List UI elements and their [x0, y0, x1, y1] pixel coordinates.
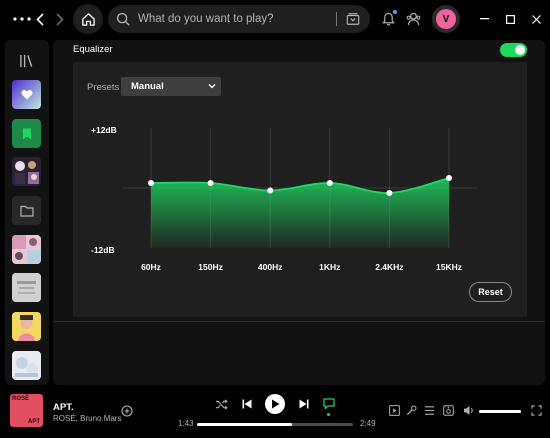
freq-label: 400Hz [257, 262, 283, 272]
play-icon [271, 399, 279, 409]
equalizer-panel: Presets Manual +12dB -12dB 60Hz 150Hz 400H… [73, 62, 527, 317]
db-max-label: +12dB [91, 125, 117, 135]
cover-text-top: ROSÉ [12, 396, 30, 402]
equalizer-label: Equalizer [73, 44, 113, 55]
active-indicator-dot [327, 413, 330, 416]
volume-fill [479, 410, 521, 413]
toggle-knob [515, 45, 525, 55]
search-divider [336, 12, 337, 26]
presets-label: Presets [87, 82, 120, 93]
next-track-icon[interactable] [297, 397, 311, 411]
playlist-cover-5[interactable] [12, 351, 41, 380]
track-title[interactable]: APT. [53, 402, 74, 413]
freq-label: 1KHz [319, 262, 341, 272]
elapsed-time: 1:43 [178, 419, 194, 428]
avatar: V [436, 9, 456, 29]
notification-dot [393, 10, 397, 14]
minimize-icon[interactable] [476, 11, 492, 27]
search-input[interactable] [138, 13, 328, 25]
eq-band-handle-150Hz[interactable] [207, 180, 214, 186]
playlist-cover-art [12, 312, 41, 341]
forward-arrow-icon[interactable] [52, 10, 68, 28]
folder-icon [19, 205, 34, 217]
bell-icon[interactable] [380, 11, 396, 27]
browse-icon [346, 13, 360, 25]
home-icon [81, 12, 95, 26]
back-arrow-icon[interactable] [32, 10, 48, 28]
cover-text-bottom: APT [28, 419, 40, 425]
playlist-cover-art [12, 235, 41, 264]
freq-label: 150Hz [198, 262, 223, 272]
lyrics-icon[interactable] [322, 397, 336, 411]
progress-bar[interactable] [197, 423, 353, 426]
eq-band-handle-2.4KHz[interactable] [386, 190, 393, 196]
playlist-cover-art [12, 157, 41, 186]
divider [53, 321, 545, 322]
now-playing-cover[interactable]: ROSÉ APT [10, 394, 43, 427]
track-artist[interactable]: ROSÉ, Bruno Mars [53, 414, 122, 423]
freq-label: 15KHz [436, 262, 462, 272]
eq-curve-fill [151, 178, 449, 248]
folder-tile[interactable] [12, 196, 41, 225]
playlist-cover-art [12, 273, 41, 302]
connect-device-icon[interactable] [442, 404, 455, 417]
library-icon[interactable] [12, 46, 41, 75]
eq-band-handle-15KHz[interactable] [446, 175, 452, 181]
friends-activity-icon[interactable] [405, 11, 421, 27]
playlist-cover-3[interactable] [12, 273, 41, 302]
player-bar: ROSÉ APT APT. ROSÉ, Bruno Mars 1:43 2:49 [0, 388, 550, 438]
bookmark-icon [22, 128, 31, 139]
freq-label: 60Hz [141, 262, 161, 272]
your-episodes-tile[interactable] [12, 119, 41, 148]
play-button[interactable] [265, 394, 285, 414]
profile-button[interactable]: V [432, 5, 460, 33]
presets-dropdown[interactable]: Manual [121, 77, 221, 96]
heart-icon [21, 90, 32, 100]
eq-band-handle-1KHz[interactable] [326, 180, 333, 186]
eq-band-handle-400Hz[interactable] [267, 187, 274, 194]
presets-value: Manual [131, 81, 164, 92]
eq-curve-line [150, 177, 450, 194]
ellipsis-icon[interactable] [12, 12, 32, 26]
search-bar[interactable] [108, 5, 370, 33]
volume-slider[interactable] [479, 410, 521, 413]
main-view: Equalizer Presets Manual +12dB -12dB 60H… [53, 40, 545, 385]
equalizer-graph[interactable] [73, 62, 527, 317]
volume-icon[interactable] [462, 404, 475, 417]
now-playing-view-icon[interactable] [388, 404, 401, 417]
track-duration: 2:49 [360, 419, 376, 428]
mic-icon[interactable] [405, 404, 418, 417]
previous-track-icon[interactable] [240, 397, 254, 411]
add-to-library-icon[interactable] [121, 404, 133, 417]
library-sidebar [5, 40, 49, 385]
close-icon[interactable] [528, 11, 544, 27]
maximize-icon[interactable] [502, 11, 518, 27]
playlist-cover-2[interactable] [12, 235, 41, 264]
shuffle-icon[interactable] [214, 397, 228, 411]
playlist-cover-art [12, 351, 41, 380]
chevron-down-icon [208, 84, 216, 89]
equalizer-toggle[interactable] [500, 43, 527, 57]
eq-band-handle-60Hz[interactable] [148, 180, 154, 186]
home-button[interactable] [73, 4, 103, 34]
db-min-label: -12dB [91, 245, 115, 255]
search-icon [116, 12, 130, 26]
playlist-cover-4[interactable] [12, 312, 41, 341]
freq-label: 2.4KHz [375, 262, 404, 272]
browse-button[interactable] [344, 10, 362, 28]
reset-button[interactable]: Reset [469, 282, 512, 302]
queue-icon[interactable] [423, 404, 436, 417]
fullscreen-icon[interactable] [530, 404, 543, 417]
progress-fill [197, 423, 293, 426]
top-bar: V [0, 0, 550, 38]
liked-songs-tile[interactable] [12, 80, 41, 109]
playlist-cover-1[interactable] [12, 157, 41, 186]
